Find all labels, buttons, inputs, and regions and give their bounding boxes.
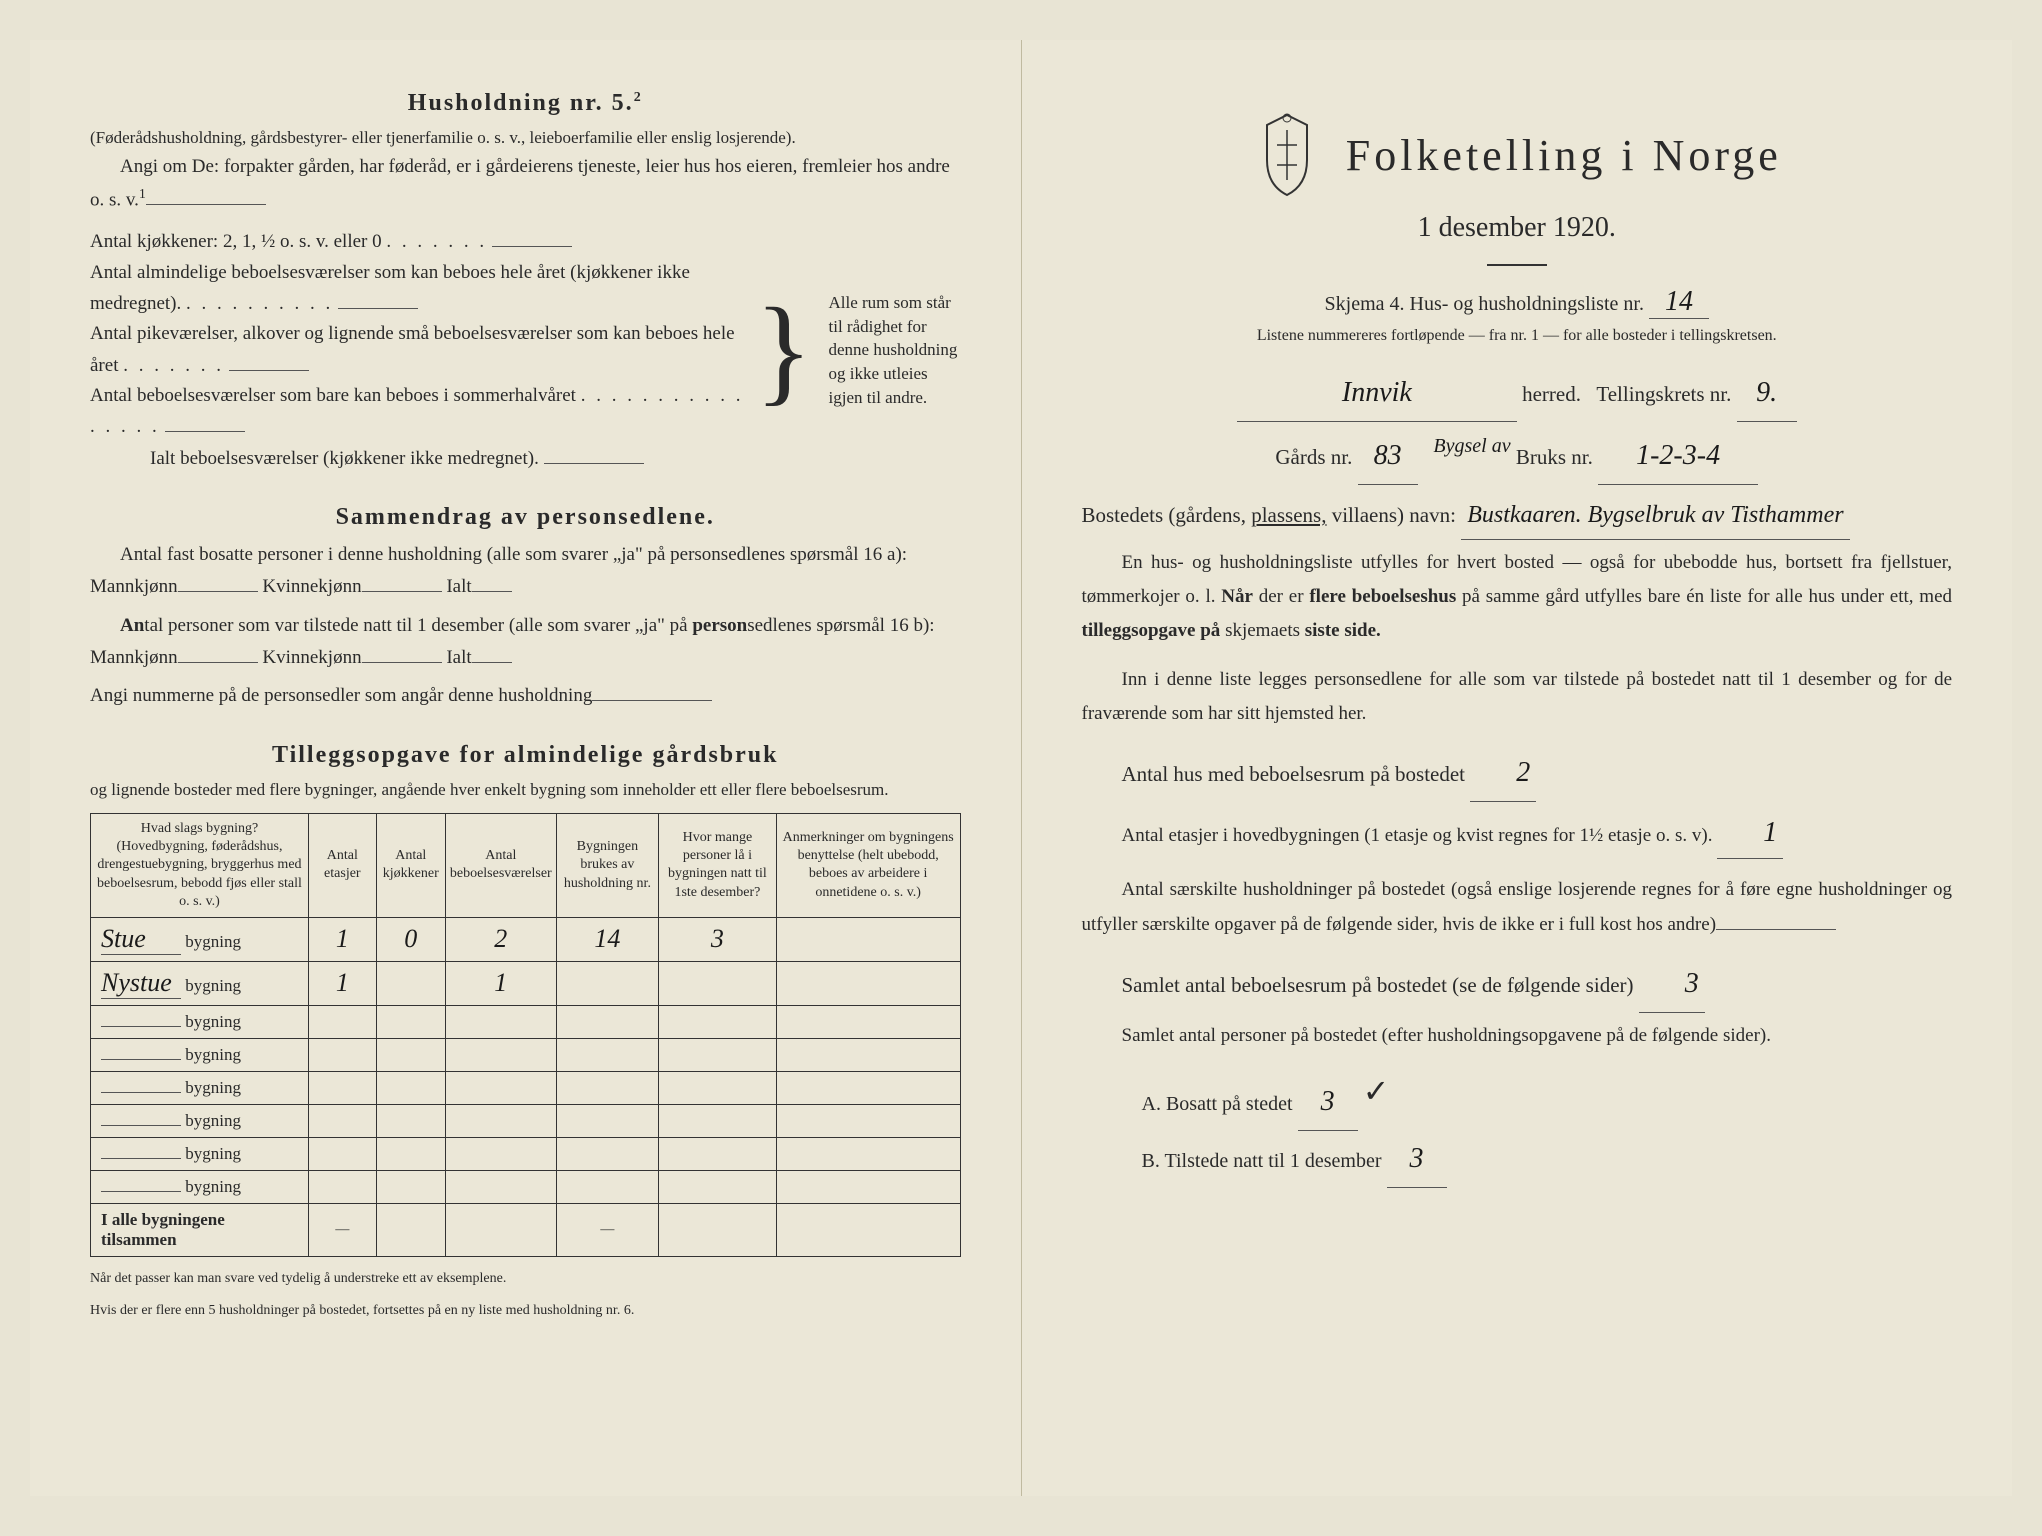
summary-line-1: Antal fast bosatte personer i denne hush… <box>90 539 961 604</box>
item-a: A. Bosatt på stedet 3 ✓ <box>1142 1067 1953 1131</box>
brace-block: Antal kjøkkener: 2, 1, ½ o. s. v. eller … <box>90 226 961 474</box>
summary-title: Sammendrag av personsedlene. <box>90 504 961 531</box>
table-row: Nystue bygning 1 1 <box>91 961 961 1005</box>
table-row: bygning <box>91 1005 961 1038</box>
date-line: 1 desember 1920. <box>1082 212 1953 244</box>
building-table: Hvad slags bygning? (Hovedbygning, føder… <box>90 813 961 1257</box>
right-page: Folketelling i Norge 1 desember 1920. Sk… <box>1022 40 2013 1496</box>
household-title: Husholdning nr. 5.2 <box>90 90 961 117</box>
item-b: B. Tilstede natt til 1 desember 3 <box>1142 1131 1953 1188</box>
angi-text: Angi om De: forpakter gården, har føderå… <box>90 151 961 217</box>
footnote-1: Når det passer kan man svare ved tydelig… <box>90 1269 961 1289</box>
table-row: bygning <box>91 1038 961 1071</box>
listene-note: Listene nummereres fortløpende — fra nr.… <box>1082 327 1953 345</box>
main-title: Folketelling i Norge <box>1346 130 1782 181</box>
left-page: Husholdning nr. 5.2 (Føderådshusholdning… <box>30 40 1022 1496</box>
summary-line-2: AnAntal personer som var tilstede natt t… <box>90 610 961 675</box>
antal-saer-line: Antal særskilte husholdninger på bostede… <box>1082 873 1953 941</box>
table-row: bygning <box>91 1137 961 1170</box>
table-total-row: I alle bygningene tilsammen —— <box>91 1203 961 1256</box>
body-para-1: En hus- og husholdningsliste utfylles fo… <box>1082 546 1953 649</box>
tillegg-title: Tilleggsopgave for almindelige gårdsbruk <box>90 742 961 769</box>
table-row: bygning <box>91 1071 961 1104</box>
tillegg-subtitle: og lignende bosteder med flere bygninger… <box>90 777 961 803</box>
samlet-beb-line: Samlet antal beboelsesrum på bostedet (s… <box>1082 956 1953 1013</box>
table-row: Stue bygning 1 0 2 14 3 <box>91 917 961 961</box>
brace-icon: } <box>747 290 821 410</box>
table-row: bygning <box>91 1104 961 1137</box>
samlet-pers-line: Samlet antal personer på bostedet (efter… <box>1082 1019 1953 1053</box>
household-subtitle: (Føderådshusholdning, gårdsbestyrer- ell… <box>90 125 961 151</box>
bostedet-line: Bostedets (gårdens, plassens, villaens) … <box>1082 491 1953 540</box>
table-header-row: Hvad slags bygning? (Hovedbygning, føder… <box>91 813 961 917</box>
checkmark-icon: ✓ <box>1363 1059 1390 1123</box>
herred-line: Innvik herred. Tellingskrets nr. 9. <box>1082 365 1953 422</box>
antal-hus-line: Antal hus med beboelsesrum på bostedet 2 <box>1082 745 1953 802</box>
divider-icon <box>1487 264 1547 266</box>
skjema-line: Skjema 4. Hus- og husholdningsliste nr. … <box>1082 286 1953 319</box>
summary-line-3: Angi nummerne på de personsedler som ang… <box>90 680 961 712</box>
antal-etasjer-line: Antal etasjer i hovedbygningen (1 etasje… <box>1082 808 1953 859</box>
coat-of-arms-icon <box>1252 110 1322 200</box>
table-row: bygning <box>91 1170 961 1203</box>
gards-line: Gårds nr. 83 Bygsel av Bruks nr. 1-2-3-4 <box>1082 428 1953 485</box>
footnote-2: Hvis der er flere enn 5 husholdninger på… <box>90 1301 961 1321</box>
title-row: Folketelling i Norge <box>1082 110 1953 200</box>
body-para-2: Inn i denne liste legges personsedlene f… <box>1082 663 1953 731</box>
